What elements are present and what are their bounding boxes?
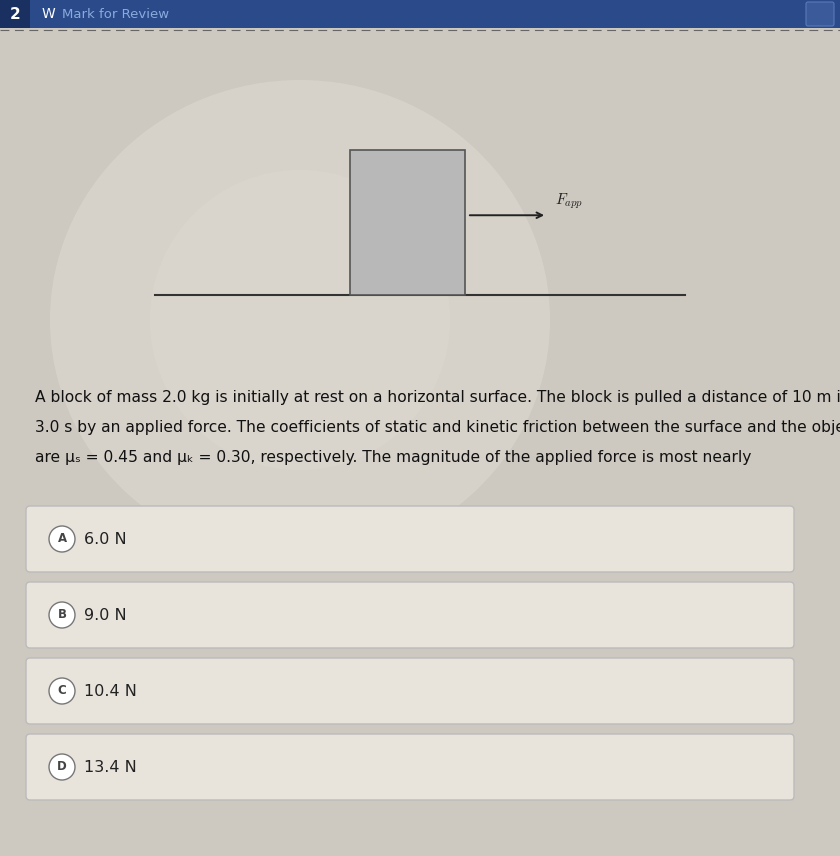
Text: B: B: [57, 609, 66, 621]
Circle shape: [49, 754, 75, 780]
FancyBboxPatch shape: [26, 734, 794, 800]
FancyBboxPatch shape: [26, 582, 794, 648]
Bar: [0, 0, 840, 28]
Text: 3.0 s by an applied force. The coefficients of static and kinetic friction betwe: 3.0 s by an applied force. The coefficie…: [35, 420, 840, 435]
Text: $F_{app}$: $F_{app}$: [555, 192, 583, 211]
FancyBboxPatch shape: [26, 658, 794, 724]
Text: 6.0 N: 6.0 N: [84, 532, 127, 546]
Ellipse shape: [150, 170, 450, 470]
Circle shape: [49, 526, 75, 552]
Ellipse shape: [50, 80, 550, 560]
FancyBboxPatch shape: [26, 506, 794, 572]
Text: A: A: [57, 532, 66, 545]
Text: A block of mass 2.0 kg is initially at rest on a horizontal surface. The block i: A block of mass 2.0 kg is initially at r…: [35, 390, 840, 405]
Bar: [350, 150, 465, 295]
Text: D: D: [57, 760, 67, 774]
Bar: [0, 0, 30, 28]
Text: Mark for Review: Mark for Review: [62, 8, 169, 21]
Text: are μₛ = 0.45 and μₖ = 0.30, respectively. The magnitude of the applied force is: are μₛ = 0.45 and μₖ = 0.30, respectivel…: [35, 450, 751, 465]
Circle shape: [49, 678, 75, 704]
Text: C: C: [58, 685, 66, 698]
Text: 2: 2: [9, 7, 20, 21]
Circle shape: [49, 602, 75, 628]
FancyBboxPatch shape: [806, 2, 834, 26]
Text: 9.0 N: 9.0 N: [84, 608, 127, 622]
Text: 10.4 N: 10.4 N: [84, 683, 137, 698]
Text: W: W: [41, 7, 55, 21]
Text: 13.4 N: 13.4 N: [84, 759, 137, 775]
